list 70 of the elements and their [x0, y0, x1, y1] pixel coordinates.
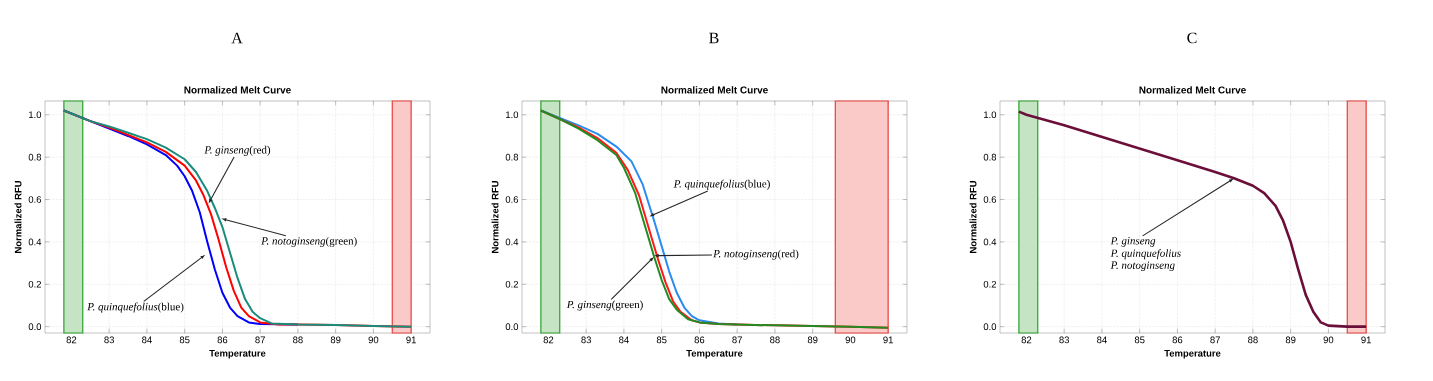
y-tick-label: 1.0 — [506, 111, 519, 119]
chart-subtitle: Normalized Melt Curve — [184, 86, 291, 94]
chart-title: C — [1187, 32, 1197, 44]
y-tick-label: 0.6 — [983, 196, 997, 203]
annotation: P. quinquefolius(blue) — [673, 179, 770, 190]
x-tick-label: 85 — [179, 336, 190, 344]
annotation: P. ginseng — [1110, 237, 1156, 247]
x-tick-label: 83 — [1059, 336, 1070, 344]
y-tick-label: 0.2 — [505, 280, 519, 288]
x-tick-label: 83 — [581, 336, 592, 344]
annotation: P. notoginseng(red) — [713, 249, 799, 260]
x-axis-title: Temperature — [1164, 350, 1221, 359]
x-tick-label: 91 — [406, 336, 416, 344]
y-tick-label: 0.8 — [505, 153, 519, 161]
y-tick-label: 0.4 — [505, 238, 519, 246]
y-tick-label: 0.0 — [983, 323, 997, 330]
annotation: P. quinquefolius — [1110, 249, 1181, 260]
x-tick-label: 83 — [104, 336, 115, 344]
y-tick-label: 0.8 — [983, 153, 997, 161]
y-tick-label: 0.8 — [28, 153, 42, 161]
x-tick-label: 89 — [1285, 336, 1296, 344]
x-tick-label: 87 — [1210, 336, 1220, 344]
x-tick-label: 87 — [732, 336, 742, 344]
annotation: P. quinquefolius(blue) — [87, 302, 184, 313]
y-tick-label: 0.0 — [28, 323, 42, 330]
y-axis-title: Normalized RFU — [491, 181, 499, 253]
x-tick-label: 89 — [807, 336, 818, 344]
x-tick-label: 88 — [293, 336, 303, 344]
y-tick-label: 0.2 — [983, 280, 997, 288]
x-tick-label: 88 — [1248, 336, 1258, 344]
x-tick-label: 84 — [619, 336, 629, 344]
y-tick-label: 0.6 — [28, 196, 42, 203]
x-tick-label: 91 — [1361, 336, 1371, 344]
y-axis-title: Normalized RFU — [969, 181, 977, 253]
x-tick-label: 84 — [142, 336, 152, 344]
chart-title: A — [231, 32, 243, 44]
annotation: P. ginseng(green) — [566, 300, 643, 311]
y-tick-label: 0.4 — [28, 238, 42, 246]
annotation: P. ginseng(red) — [204, 145, 271, 156]
x-tick-label: 82 — [543, 336, 554, 344]
chart-title: B — [709, 32, 719, 44]
x-tick-label: 86 — [1172, 336, 1183, 344]
x-tick-label: 91 — [883, 336, 893, 344]
x-tick-label: 82 — [1021, 336, 1032, 344]
x-tick-label: 90 — [368, 336, 379, 344]
y-tick-label: 1.0 — [29, 111, 42, 119]
chart-subtitle: Normalized Melt Curve — [661, 86, 768, 94]
x-tick-label: 85 — [656, 336, 667, 344]
x-tick-label: 88 — [770, 336, 780, 344]
x-axis-title: Temperature — [209, 350, 266, 359]
y-tick-label: 0.6 — [505, 196, 519, 203]
x-tick-label: 87 — [255, 336, 265, 344]
x-tick-label: 90 — [845, 336, 856, 344]
chart-subtitle: Normalized Melt Curve — [1139, 86, 1246, 94]
x-tick-label: 85 — [1134, 336, 1145, 344]
x-tick-label: 86 — [694, 336, 705, 344]
x-tick-label: 82 — [66, 336, 77, 344]
x-tick-label: 90 — [1323, 336, 1334, 344]
x-tick-label: 89 — [330, 336, 341, 344]
x-axis-title: Temperature — [686, 350, 743, 359]
y-tick-label: 1.0 — [984, 111, 997, 119]
y-tick-label: 0.2 — [28, 280, 42, 288]
x-tick-label: 86 — [217, 336, 228, 344]
annotation: P. notoginseng(green) — [261, 236, 357, 247]
x-tick-label: 84 — [1097, 336, 1107, 344]
line-series — [62, 109, 413, 328]
y-axis-title: Normalized RFU — [14, 181, 22, 253]
y-tick-label: 0.4 — [983, 238, 997, 246]
y-tick-label: 0.0 — [505, 323, 519, 330]
annotation: P. notoginseng — [1110, 261, 1175, 272]
